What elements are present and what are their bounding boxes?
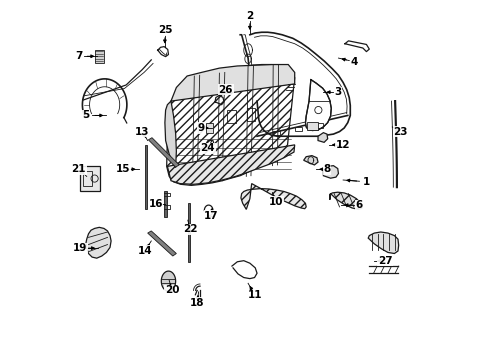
Text: 12: 12 [335,140,349,150]
Text: 8: 8 [323,164,330,174]
Polygon shape [164,101,176,167]
Text: 26: 26 [218,85,233,95]
Polygon shape [144,145,147,210]
Bar [294,127,301,131]
Text: 21: 21 [71,164,86,174]
Text: 23: 23 [392,127,407,136]
Text: 3: 3 [333,87,341,97]
Text: 22: 22 [183,225,197,234]
Polygon shape [241,184,305,210]
Text: 25: 25 [157,25,172,35]
Polygon shape [171,64,294,101]
Polygon shape [187,203,190,262]
Polygon shape [317,133,327,142]
Polygon shape [303,156,317,165]
Bar [205,123,212,133]
Text: 4: 4 [349,57,357,67]
Text: 5: 5 [82,111,89,121]
Text: 20: 20 [164,285,179,296]
Text: 2: 2 [246,11,253,21]
Text: 1: 1 [362,177,369,187]
Polygon shape [323,166,338,178]
Text: 7: 7 [75,51,82,61]
Polygon shape [147,231,176,256]
Polygon shape [167,145,294,184]
Text: 6: 6 [355,200,362,210]
Bar [94,50,104,63]
Polygon shape [161,271,175,291]
Bar [316,123,323,128]
Bar [273,131,280,135]
Polygon shape [367,232,398,253]
Bar [83,171,92,186]
Text: 10: 10 [268,197,283,207]
Text: 18: 18 [189,298,204,308]
Polygon shape [305,80,330,131]
Text: 16: 16 [148,199,163,210]
Polygon shape [329,192,362,210]
Text: 17: 17 [204,211,218,221]
Text: 15: 15 [116,164,130,174]
Text: 27: 27 [377,256,391,266]
Bar [247,108,254,121]
Bar [80,166,100,192]
Text: 13: 13 [135,127,149,136]
Text: 9: 9 [198,123,204,133]
Text: 11: 11 [247,291,262,301]
Polygon shape [163,192,167,217]
Polygon shape [166,64,294,185]
Polygon shape [86,227,111,258]
Text: 14: 14 [137,246,152,256]
Text: 24: 24 [200,143,215,153]
Bar [306,122,317,130]
Polygon shape [148,138,179,167]
Bar [226,110,235,123]
Text: 19: 19 [73,243,87,253]
